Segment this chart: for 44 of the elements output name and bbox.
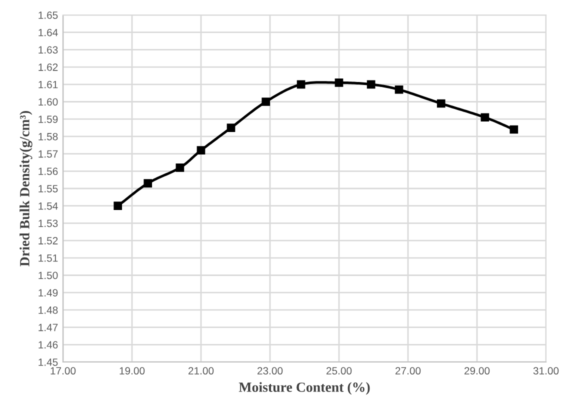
point xyxy=(262,98,270,106)
point xyxy=(296,80,306,89)
point xyxy=(196,146,206,154)
y-tick-label: 1.50 xyxy=(38,272,58,280)
point xyxy=(436,99,446,108)
y-tick-label: 1.58 xyxy=(38,132,58,140)
point xyxy=(394,85,404,94)
x-tick-label: 23.00 xyxy=(257,367,283,375)
x-tick-label: 31.00 xyxy=(533,367,559,375)
point xyxy=(480,113,490,122)
x-axis-title: Moisture Content (%) xyxy=(238,382,370,395)
point xyxy=(176,164,184,172)
point xyxy=(226,124,236,132)
x-tick-label: 17.00 xyxy=(50,367,76,375)
y-tick-label: 1.65 xyxy=(38,12,58,19)
x-tick-label: 19.00 xyxy=(120,367,145,375)
point xyxy=(510,125,518,134)
y-tick-label: 1.47 xyxy=(38,324,58,332)
point xyxy=(144,179,152,188)
y-tick-label: 1.64 xyxy=(38,28,58,36)
y-tick-label: 1.56 xyxy=(38,168,58,176)
y-tick-label: 1.57 xyxy=(38,150,58,158)
y-tick-label: 1.46 xyxy=(38,341,58,349)
y-tick-label: 1.51 xyxy=(38,254,58,262)
y-tick-label: 1.62 xyxy=(38,64,58,71)
y-tick-label: 1.53 xyxy=(38,220,58,228)
y-tick-label: 1.52 xyxy=(38,237,58,244)
x-tick-label: 27.00 xyxy=(395,367,421,375)
y-tick-label: 1.48 xyxy=(38,306,58,314)
y-tick-label: 1.45 xyxy=(38,358,58,366)
y-tick-label: 1.63 xyxy=(38,46,58,54)
y-tick-label: 1.55 xyxy=(38,185,58,192)
y-tick-label: 1.54 xyxy=(38,202,58,210)
point xyxy=(366,80,376,89)
point xyxy=(334,78,344,87)
x-tick-label: 29.00 xyxy=(464,367,490,375)
y-tick-label: 1.61 xyxy=(38,80,58,88)
x-tick-label: 21.00 xyxy=(188,367,214,375)
y-axis-title: Dried Bulk Density(g/cm³) xyxy=(20,111,32,266)
y-tick-label: 1.60 xyxy=(38,98,58,106)
point xyxy=(114,202,122,210)
x-tick-label: 25.00 xyxy=(326,367,352,375)
y-tick-label: 1.59 xyxy=(38,116,58,123)
y-tick-label: 1.49 xyxy=(38,289,58,296)
